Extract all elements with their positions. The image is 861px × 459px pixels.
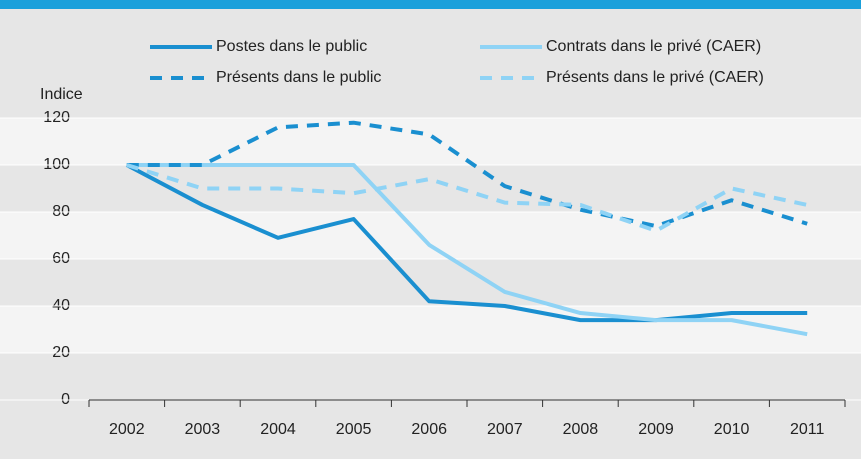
x-tick-label: 2007	[487, 421, 523, 438]
x-tick-label: 2008	[563, 421, 599, 438]
x-tick-label: 2006	[411, 421, 447, 438]
series-line	[126, 163, 808, 233]
legend-label: Postes dans le public	[216, 38, 367, 55]
band	[0, 212, 861, 259]
x-tick-label: 2002	[109, 421, 145, 438]
series-line	[125, 163, 808, 323]
y-axis-label: Indice	[40, 86, 83, 103]
series-line	[126, 163, 808, 337]
x-tick-label: 2005	[336, 421, 372, 438]
band	[0, 118, 861, 165]
x-tick-label: 2009	[638, 421, 674, 438]
series-line	[126, 120, 808, 229]
x-tick-label: 2011	[790, 421, 825, 438]
x-tick-label: 2003	[185, 421, 221, 438]
legend-label: Contrats dans le privé (CAER)	[546, 38, 761, 55]
legend-label: Présents dans le public	[216, 69, 381, 86]
x-tick-label: 2004	[260, 421, 296, 438]
x-tick-label: 2010	[714, 421, 750, 438]
legend-label: Présents dans le privé (CAER)	[546, 69, 764, 86]
top-bar	[0, 0, 861, 9]
